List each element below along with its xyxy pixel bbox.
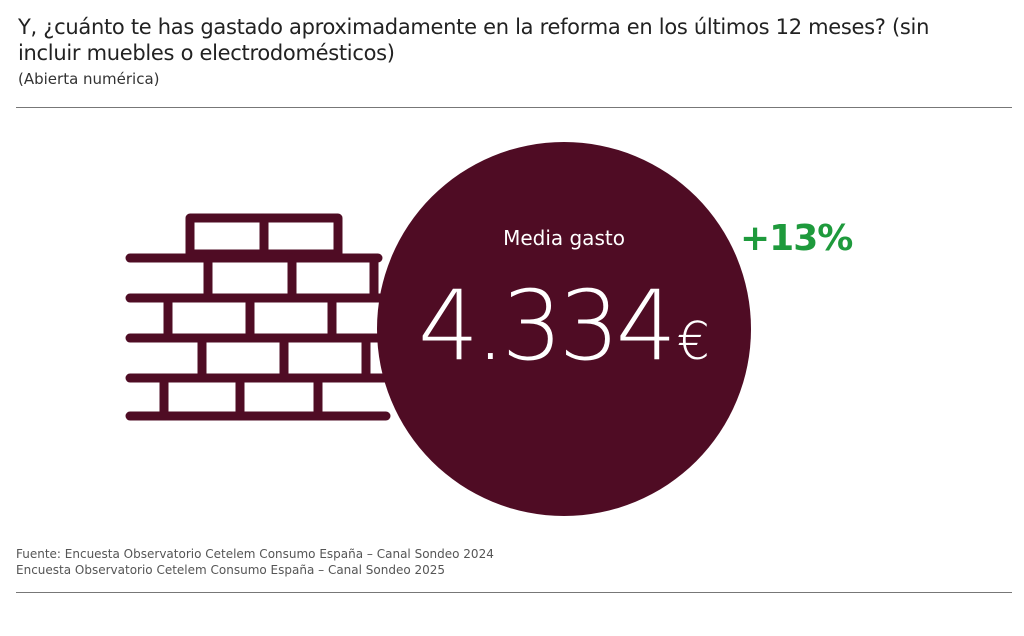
metric-currency: € <box>676 312 710 372</box>
average-spend-circle: Media gasto 4.334€ <box>377 142 751 516</box>
page-title: Y, ¿cuánto te has gastado aproximadament… <box>18 15 930 65</box>
brick-wall-icon <box>125 213 391 421</box>
source-note: Fuente: Encuesta Observatorio Cetelem Co… <box>16 546 494 578</box>
top-divider <box>16 107 1012 108</box>
change-badge: +13% <box>740 218 853 259</box>
source-line-2: Encuesta Observatorio Cetelem Consumo Es… <box>16 563 446 577</box>
metric-value: 4.334 <box>418 270 677 382</box>
metric-value-group: 4.334€ <box>377 270 751 382</box>
bottom-divider <box>16 592 1012 593</box>
metric-label: Media gasto <box>503 226 625 250</box>
source-line-1: Fuente: Encuesta Observatorio Cetelem Co… <box>16 547 494 561</box>
page-subtitle: (Abierta numérica) <box>18 70 160 88</box>
